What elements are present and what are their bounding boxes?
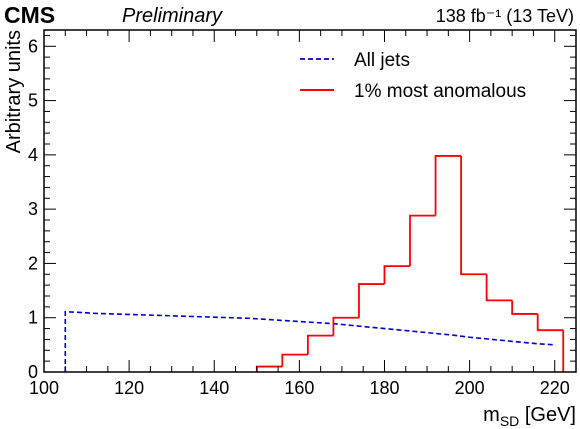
- histogram-bin: [434, 155, 462, 216]
- x-tick-label: 220: [540, 378, 570, 398]
- histogram-bin: [306, 334, 334, 355]
- x-tick-label: 200: [455, 378, 485, 398]
- histogram-bin: [485, 274, 513, 302]
- axes-group: 100 120 140 160 180 200 220 0 1 2 3 4 5 6: [28, 30, 577, 398]
- y-tick-label: 6: [28, 36, 38, 56]
- histogram-bin: [358, 283, 385, 318]
- series-group: [64, 155, 565, 372]
- histogram-bin: [460, 155, 487, 276]
- histogram-bin: [536, 313, 564, 332]
- histogram-bin: [409, 214, 436, 267]
- y-tick-label: 5: [28, 91, 38, 111]
- x-axis-title-main: m: [483, 404, 500, 426]
- y-tick-label: 1: [28, 308, 38, 328]
- y-tick-label: 2: [28, 253, 38, 273]
- histogram-bin: [332, 316, 359, 336]
- y-tick-label: 4: [28, 145, 38, 165]
- series-line-all-jets: [64, 310, 555, 372]
- x-tick-label: 140: [199, 378, 229, 398]
- x-axis-title-unit: [GeV]: [519, 404, 576, 426]
- x-tick-label: 160: [284, 378, 314, 398]
- x-tick-label: 100: [29, 378, 59, 398]
- legend-label-most-anomalous: 1% most anomalous: [354, 81, 526, 102]
- x-tick-label: 120: [114, 378, 144, 398]
- x-axis-title: mSD [GeV]: [483, 404, 576, 429]
- luminosity-label: 138 fb⁻¹ (13 TeV): [436, 6, 574, 26]
- x-tick-label: 180: [369, 378, 399, 398]
- plot-frame: [43, 29, 577, 373]
- status-label: Preliminary: [122, 5, 223, 27]
- histogram-bin: [383, 265, 411, 285]
- experiment-label: CMS: [4, 2, 55, 28]
- x-axis-title-subscript: SD: [500, 413, 519, 429]
- y-tick-label: 3: [28, 199, 38, 219]
- histogram-bin: [511, 300, 538, 315]
- y-tick-label: 0: [28, 362, 38, 382]
- histogram-bin: [281, 353, 308, 367]
- y-axis-title: Arbitrary units: [3, 30, 25, 153]
- legend: All jets 1% most anomalous: [300, 50, 526, 102]
- legend-label-all-jets: All jets: [354, 50, 410, 71]
